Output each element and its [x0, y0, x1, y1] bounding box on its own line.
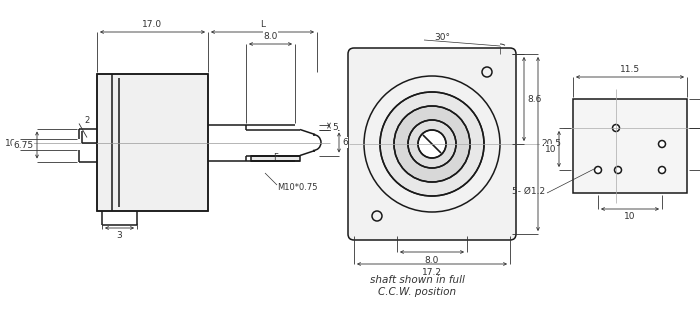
Text: 10: 10 — [545, 144, 556, 154]
Text: 8.6: 8.6 — [527, 94, 541, 104]
Circle shape — [408, 120, 456, 168]
Text: 8.0: 8.0 — [425, 256, 439, 265]
Text: 30°: 30° — [434, 33, 450, 42]
Text: 6.75: 6.75 — [13, 141, 33, 149]
Text: 10: 10 — [4, 139, 16, 149]
Circle shape — [659, 167, 666, 173]
Text: shaft shown in full: shaft shown in full — [370, 275, 464, 285]
Circle shape — [594, 167, 601, 173]
Text: L: L — [260, 20, 265, 29]
Text: C.C.W. position: C.C.W. position — [378, 287, 456, 297]
Text: M10*0.75: M10*0.75 — [277, 184, 318, 192]
Text: 11.5: 11.5 — [620, 65, 640, 74]
Text: 20.5: 20.5 — [541, 139, 561, 149]
Text: 17.0: 17.0 — [142, 20, 162, 29]
Bar — [573, 99, 687, 193]
Text: 3: 3 — [117, 231, 122, 240]
Circle shape — [615, 167, 622, 173]
Bar — [97, 74, 208, 211]
Text: 5: 5 — [332, 123, 337, 131]
Text: 17.2: 17.2 — [422, 268, 442, 277]
Bar — [251, 155, 300, 161]
Circle shape — [612, 125, 620, 131]
Circle shape — [380, 92, 484, 196]
Bar — [97, 74, 208, 211]
Text: 5- Ø1.2: 5- Ø1.2 — [512, 186, 545, 196]
Circle shape — [394, 106, 470, 182]
Text: 6: 6 — [342, 138, 348, 147]
Text: 8.0: 8.0 — [263, 32, 278, 41]
Text: 10: 10 — [624, 212, 636, 221]
FancyBboxPatch shape — [348, 48, 516, 240]
Circle shape — [418, 130, 446, 158]
Circle shape — [659, 141, 666, 148]
Text: 2: 2 — [84, 116, 90, 125]
Text: F: F — [273, 154, 278, 162]
